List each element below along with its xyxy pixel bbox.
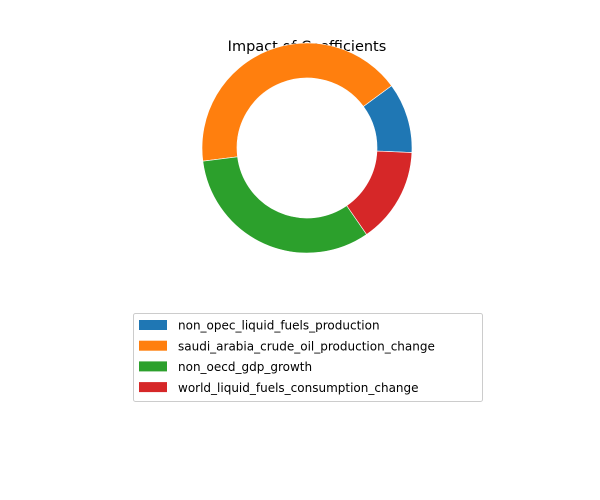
slice-3 (346, 150, 413, 235)
legend-swatch-2 (139, 361, 167, 372)
legend: non_opec_liquid_fuels_production saudi_ar… (133, 313, 483, 402)
legend-label-0: non_opec_liquid_fuels_production (178, 319, 380, 333)
legend-swatch-3 (139, 382, 167, 393)
legend-swatch-1 (139, 340, 167, 351)
legend-label-1: saudi_arabia_crude_oil_production_change (178, 339, 435, 353)
legend-frame (133, 313, 483, 402)
legend-swatch-0 (139, 320, 167, 330)
legend-label-2: non_oecd_gdp_growth (178, 360, 312, 374)
donut-slices (201, 42, 413, 254)
slice-1 (201, 42, 392, 162)
legend-label-3: world_liquid_fuels_consumption_change (178, 381, 419, 395)
slice-2 (202, 156, 368, 254)
